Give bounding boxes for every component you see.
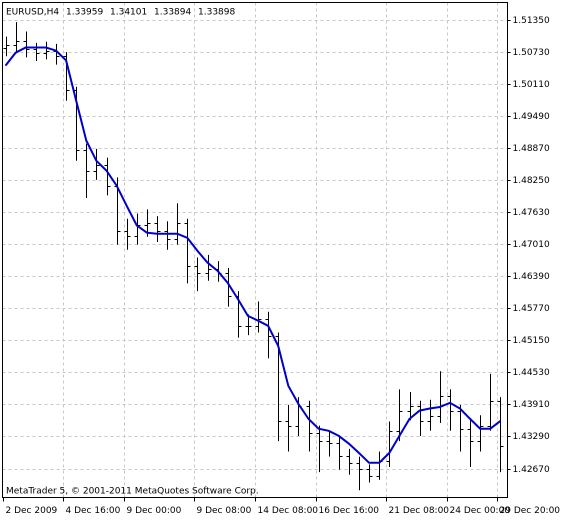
moving-average (4, 46, 502, 464)
y-tick-label: 1.43290 (513, 432, 550, 442)
x-tick-label: 16 Dec 16:00 (319, 506, 380, 516)
y-tick-label: 1.47010 (513, 240, 550, 250)
header-value: 1.33959 (66, 8, 103, 18)
header-value: 1.33894 (154, 8, 191, 18)
y-tick-label: 1.48250 (513, 176, 550, 186)
x-tick-label: 14 Dec 08:00 (258, 506, 319, 516)
header-value: 1.33898 (198, 8, 235, 18)
y-tick-label: 1.44530 (513, 368, 550, 378)
symbol: EURUSD,H4 (6, 8, 59, 18)
x-tick-label: 9 Dec 08:00 (197, 506, 252, 516)
y-tick-label: 1.45150 (513, 336, 550, 346)
x-tick-label: 2 Dec 2009 (6, 506, 58, 516)
x-tick-label: 29 Dec 20:00 (500, 506, 561, 516)
y-tick-label: 1.43910 (513, 400, 550, 410)
marks (3, 22, 504, 491)
y-tick-label: 1.47630 (513, 208, 550, 218)
y-tick-label: 1.46390 (513, 272, 550, 282)
header-value: 1.34101 (110, 8, 147, 18)
y-tick-label: 1.42670 (513, 465, 550, 475)
x-tick-label: 9 Dec 00:00 (127, 506, 182, 516)
y-tick-label: 1.45770 (513, 304, 550, 314)
y-tick-label: 1.50110 (513, 80, 550, 90)
y-tick-label: 1.51350 (513, 16, 550, 26)
x-tick-label: 21 Dec 08:00 (389, 506, 450, 516)
x-tick-label: 4 Dec 16:00 (66, 506, 121, 516)
y-tick-label: 1.49490 (513, 112, 550, 122)
y-tick-label: 1.50730 (513, 48, 550, 58)
x-tick-label: 24 Dec 00:00 (450, 506, 511, 516)
copyright: MetaTrader 5, © 2001-2011 MetaQuotes Sof… (6, 487, 259, 497)
y-tick-label: 1.48870 (513, 144, 550, 154)
